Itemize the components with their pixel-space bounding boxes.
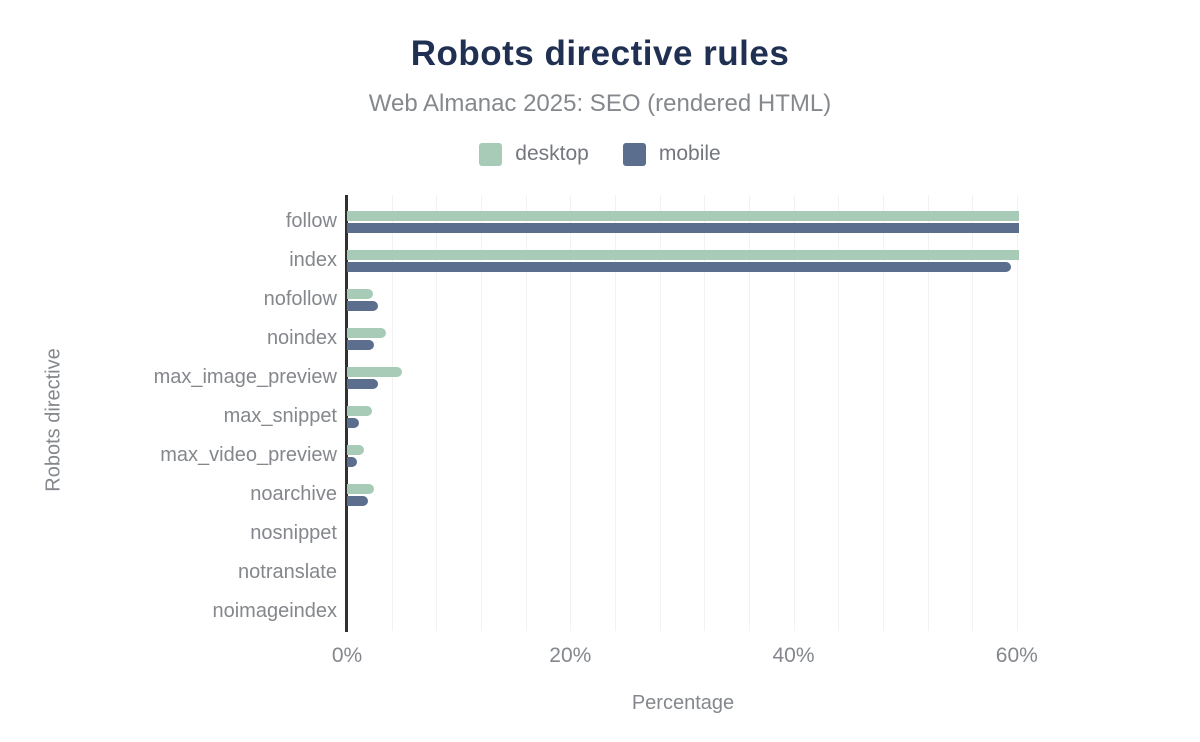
bar-desktop-max_image_preview	[347, 366, 402, 377]
bar-row-nofollow	[347, 280, 1019, 319]
gridline	[793, 195, 795, 631]
bar-row-max_snippet	[347, 397, 1019, 436]
x-tick-60%: 60%	[995, 644, 1038, 667]
gridline	[659, 195, 661, 631]
bar-desktop-follow	[347, 210, 1019, 221]
category-label-follow: follow	[285, 210, 337, 232]
bar-mobile-noindex	[347, 339, 374, 350]
bar-desktop-noarchive	[347, 483, 374, 494]
bar-mobile-noarchive	[347, 495, 369, 506]
gridline	[748, 195, 750, 631]
bar-row-max_image_preview	[347, 358, 1019, 397]
category-label-noimageindex: noimageindex	[212, 600, 337, 622]
bar-row-notranslate	[347, 553, 1019, 592]
x-tick-0%: 0%	[331, 644, 363, 667]
gridline	[882, 195, 884, 631]
x-tick-40%: 40%	[772, 644, 815, 667]
bar-desktop-max_video_preview	[347, 444, 364, 455]
gridline	[927, 195, 929, 631]
mobile-series-swatch-icon	[622, 142, 646, 166]
chart-subtitle: Web Almanac 2025: SEO (rendered HTML)	[368, 90, 832, 117]
bar-row-noimageindex	[347, 592, 1019, 631]
plot-area	[345, 195, 1019, 632]
bar-row-index	[347, 241, 1019, 280]
category-label-nofollow: nofollow	[263, 288, 337, 310]
category-label-noarchive: noarchive	[250, 483, 337, 505]
gridline	[525, 195, 527, 631]
bar-row-follow	[347, 202, 1019, 241]
bar-desktop-max_snippet	[347, 405, 372, 416]
gridline	[838, 195, 840, 631]
desktop-series-swatch-icon	[479, 142, 503, 166]
x-axis-tick-labels: 0% 20% 40% 60%	[332, 644, 1038, 670]
chart-title: Robots directive rules	[410, 34, 790, 73]
gridline	[704, 195, 706, 631]
bar-desktop-nofollow	[347, 288, 373, 299]
bar-row-max_video_preview	[347, 436, 1019, 475]
bar-row-noarchive	[347, 475, 1019, 514]
bar-mobile-max_snippet	[347, 417, 360, 428]
y-axis-category-labels: follow index nofollow noindex max_image_prev…	[0, 195, 337, 631]
category-label-nosnippet: nosnippet	[250, 522, 337, 544]
legend-item-mobile[interactable]: mobile	[622, 142, 721, 166]
legend-label-mobile: mobile	[658, 142, 721, 165]
category-label-max_video_preview: max_video_preview	[160, 444, 337, 466]
gridline	[614, 195, 616, 631]
gridline	[972, 195, 974, 631]
bar-rows	[347, 195, 1019, 631]
category-label-index: index	[289, 249, 337, 271]
bar-row-nosnippet	[347, 514, 1019, 553]
legend-item-desktop[interactable]: desktop	[479, 142, 589, 166]
category-label-max_snippet: max_snippet	[223, 405, 337, 427]
legend-label-desktop: desktop	[515, 142, 589, 165]
bar-desktop-index	[347, 249, 1019, 260]
gridline	[1016, 195, 1018, 631]
bar-desktop-noindex	[347, 327, 387, 338]
gridline	[391, 195, 393, 631]
x-axis-title: Percentage	[631, 692, 735, 714]
gridline	[436, 195, 438, 631]
category-label-max_image_preview: max_image_preview	[153, 366, 337, 388]
x-tick-20%: 20%	[549, 644, 592, 667]
bar-row-noindex	[347, 319, 1019, 358]
bar-mobile-nofollow	[347, 300, 379, 311]
gridline	[570, 195, 572, 631]
category-label-noindex: noindex	[266, 327, 337, 349]
bar-mobile-index	[347, 261, 1012, 272]
bar-mobile-max_video_preview	[347, 456, 357, 467]
category-label-notranslate: notranslate	[238, 561, 337, 583]
bar-mobile-follow	[347, 222, 1019, 233]
y-axis-line	[345, 195, 348, 632]
legend: desktop mobile	[0, 142, 1200, 166]
bar-mobile-max_image_preview	[347, 378, 379, 389]
gridline	[481, 195, 482, 631]
